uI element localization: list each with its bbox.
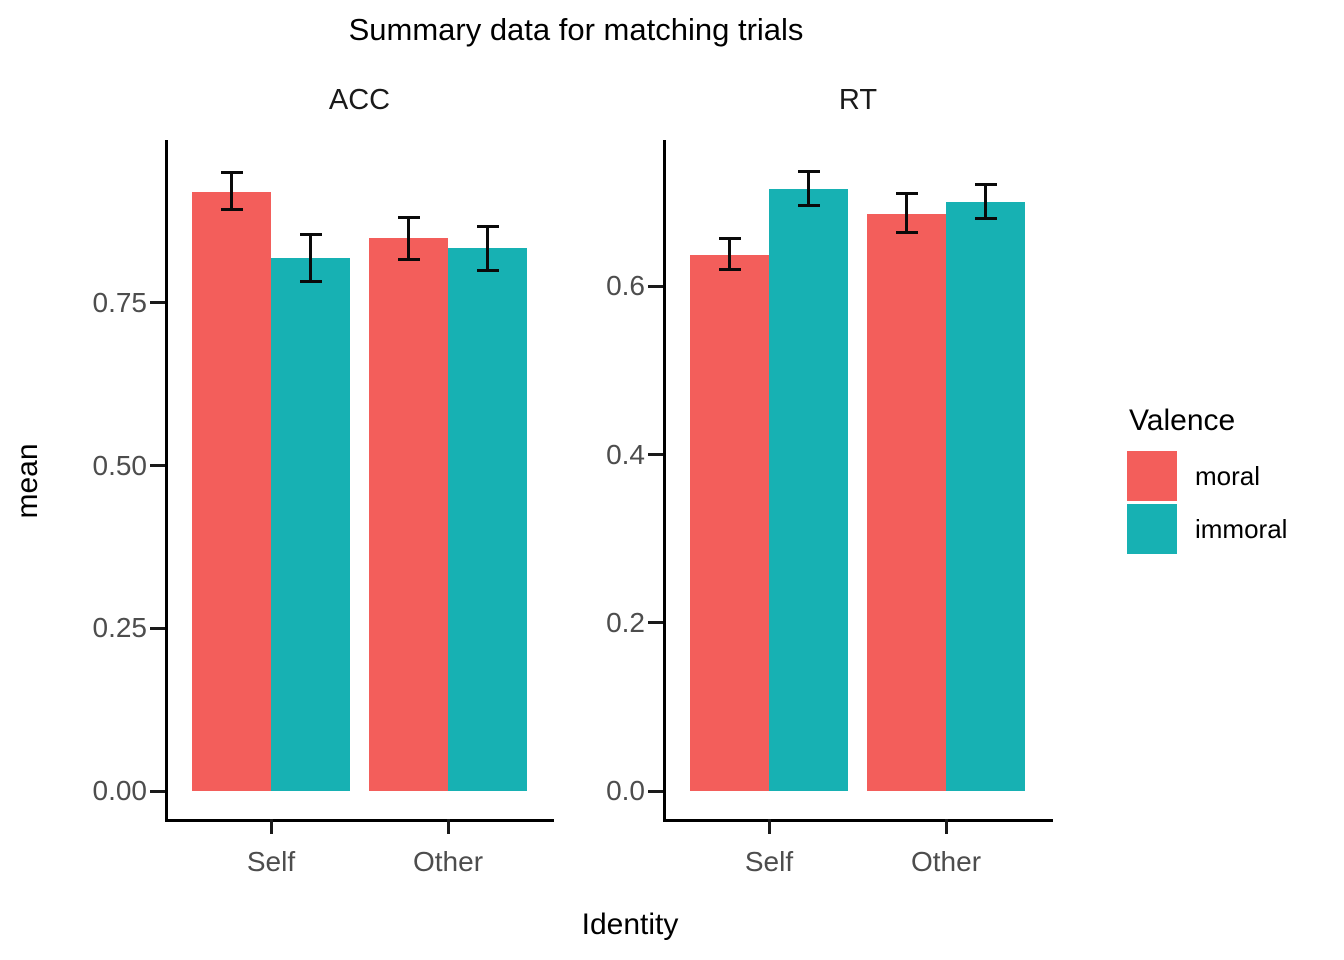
x-axis-tick-label: Other <box>412 846 484 877</box>
bar-immoral-other <box>448 248 527 791</box>
facet-label-acc: ACC <box>328 84 391 116</box>
legend-item-moral: moral <box>1127 451 1337 501</box>
legend-title: Valence <box>1129 404 1236 437</box>
x-axis-tick-label: Self <box>246 846 296 877</box>
error-bar-immoral-other <box>476 225 499 273</box>
y-axis-tick <box>150 301 165 305</box>
panel-rt: 0.0 0.2 0.4 0.6 Self Other <box>606 140 1053 877</box>
bar-immoral-other <box>946 202 1025 791</box>
legend-label-moral: moral <box>1195 460 1261 491</box>
y-axis-tick <box>648 453 663 457</box>
error-bar-stem <box>230 174 233 208</box>
error-bar-moral-other <box>397 216 420 262</box>
facet-label-rt: RT <box>838 84 878 116</box>
bar-moral-other <box>369 238 448 791</box>
x-axis-title: Identity <box>581 908 679 941</box>
error-bar-immoral-other <box>974 182 997 220</box>
legend: Valence moral immoral <box>1127 404 1337 557</box>
x-axis-tick-label: Self <box>744 846 794 877</box>
plot-title: Summary data for matching trials <box>348 12 804 47</box>
bar-immoral-self <box>271 257 350 791</box>
y-axis-tick-label: 0.75 <box>92 286 148 318</box>
legend-item-immoral: immoral <box>1127 504 1337 554</box>
y-axis-tick <box>648 789 663 793</box>
error-bar-stem <box>728 239 731 269</box>
y-axis-tick-label: 0.6 <box>606 270 645 302</box>
error-bar-stem <box>984 185 987 217</box>
error-bar-stem <box>309 236 312 281</box>
bar-moral-other <box>867 214 946 791</box>
panel-acc: 0.00 0.25 0.50 0.75 Self Other <box>93 140 554 877</box>
y-axis-tick <box>648 284 663 288</box>
error-bar-immoral-self <box>797 170 820 208</box>
y-axis-tick <box>648 621 663 625</box>
legend-swatch-moral <box>1127 451 1177 501</box>
y-axis-tick <box>150 464 165 467</box>
error-bar-moral-self <box>220 171 243 211</box>
legend-swatch-immoral <box>1127 504 1177 554</box>
y-axis-tick-label: 0.4 <box>606 438 645 470</box>
y-axis-tick-label: 0.25 <box>92 612 148 644</box>
y-axis-tick-label: 0.00 <box>92 775 148 806</box>
error-bar-moral-self <box>718 236 741 272</box>
bar-moral-self <box>690 255 769 791</box>
y-axis-tick <box>150 626 165 630</box>
y-axis-tick <box>150 789 165 793</box>
bar-moral-self <box>192 192 271 791</box>
y-axis-tick-label: 0.0 <box>606 775 645 806</box>
legend-items: moral immoral <box>1127 451 1337 554</box>
x-axis-tick <box>767 819 771 834</box>
legend-label-immoral: immoral <box>1195 513 1288 544</box>
error-bar-stem <box>486 228 489 270</box>
y-axis-tick-label: 0.2 <box>606 606 645 638</box>
x-axis-tick <box>446 819 450 834</box>
error-bar-moral-other <box>895 192 918 235</box>
error-bar-stem <box>407 219 410 259</box>
error-bar-stem <box>807 173 810 205</box>
bar-immoral-self <box>769 188 848 791</box>
error-bar-immoral-self <box>299 233 322 284</box>
error-bar-stem <box>905 195 908 232</box>
x-axis-tick <box>269 819 273 834</box>
x-axis-tick-label: Other <box>910 846 982 877</box>
y-axis-tick-label: 0.50 <box>92 449 148 481</box>
x-axis-tick <box>944 819 948 834</box>
